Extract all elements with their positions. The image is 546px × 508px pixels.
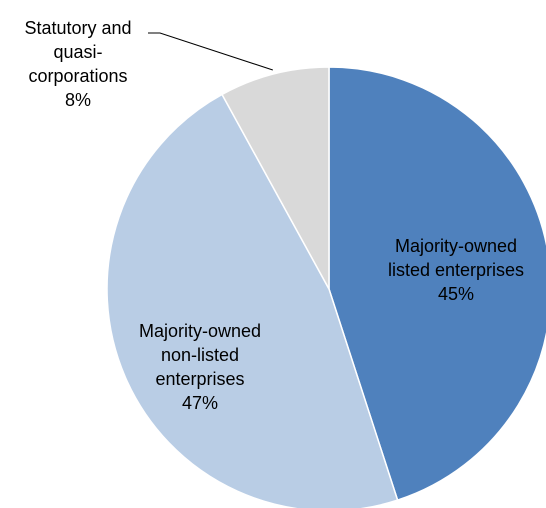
slice-label-2: Majority-owned non-listed enterprises 47% xyxy=(139,321,261,413)
pie-slice-3 xyxy=(221,66,330,290)
slice-label-line: quasi- xyxy=(53,42,102,62)
slice-label-line: corporations xyxy=(28,66,127,86)
slice-label-line: Statutory and xyxy=(24,18,131,38)
slice-label-line: enterprises xyxy=(155,369,244,389)
slice-percent: 47% xyxy=(182,393,218,413)
slice-labels: Majority-owned listed enterprises 45%Major… xyxy=(24,18,524,413)
slice-label-1: Majority-owned listed enterprises 45% xyxy=(388,236,524,304)
pie-slice-2 xyxy=(106,93,399,508)
pie-slice-1 xyxy=(328,66,546,502)
slice-label-line: non-listed xyxy=(161,345,239,365)
slice-label-line: listed enterprises xyxy=(388,260,524,280)
slice-label-line: Majority-owned xyxy=(395,236,517,256)
slice-percent: 45% xyxy=(438,284,474,304)
slice-label-3: Statutory and quasi-corporations 8% xyxy=(24,18,131,110)
leader-line-3 xyxy=(148,32,273,71)
pie-slices xyxy=(106,66,546,508)
slice-percent: 8% xyxy=(65,90,91,110)
slice-label-line: Majority-owned xyxy=(139,321,261,341)
leader-lines xyxy=(148,32,273,71)
